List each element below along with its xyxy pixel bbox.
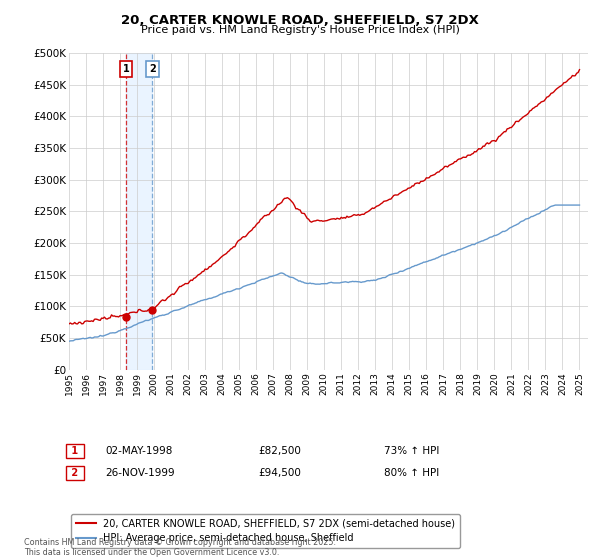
- Text: 1: 1: [68, 446, 82, 456]
- Text: Price paid vs. HM Land Registry's House Price Index (HPI): Price paid vs. HM Land Registry's House …: [140, 25, 460, 35]
- Text: 1: 1: [122, 64, 129, 74]
- Text: 20, CARTER KNOWLE ROAD, SHEFFIELD, S7 2DX: 20, CARTER KNOWLE ROAD, SHEFFIELD, S7 2D…: [121, 14, 479, 27]
- Text: 02-MAY-1998: 02-MAY-1998: [105, 446, 172, 456]
- Text: 2: 2: [149, 64, 156, 74]
- Legend: 20, CARTER KNOWLE ROAD, SHEFFIELD, S7 2DX (semi-detached house), HPI: Average pr: 20, CARTER KNOWLE ROAD, SHEFFIELD, S7 2D…: [71, 514, 460, 548]
- Text: 80% ↑ HPI: 80% ↑ HPI: [384, 468, 439, 478]
- Text: £82,500: £82,500: [258, 446, 301, 456]
- Text: 2: 2: [68, 468, 82, 478]
- Text: 26-NOV-1999: 26-NOV-1999: [105, 468, 175, 478]
- Text: £94,500: £94,500: [258, 468, 301, 478]
- Text: Contains HM Land Registry data © Crown copyright and database right 2025.
This d: Contains HM Land Registry data © Crown c…: [24, 538, 336, 557]
- Text: 73% ↑ HPI: 73% ↑ HPI: [384, 446, 439, 456]
- Bar: [126, 53, 152, 370]
